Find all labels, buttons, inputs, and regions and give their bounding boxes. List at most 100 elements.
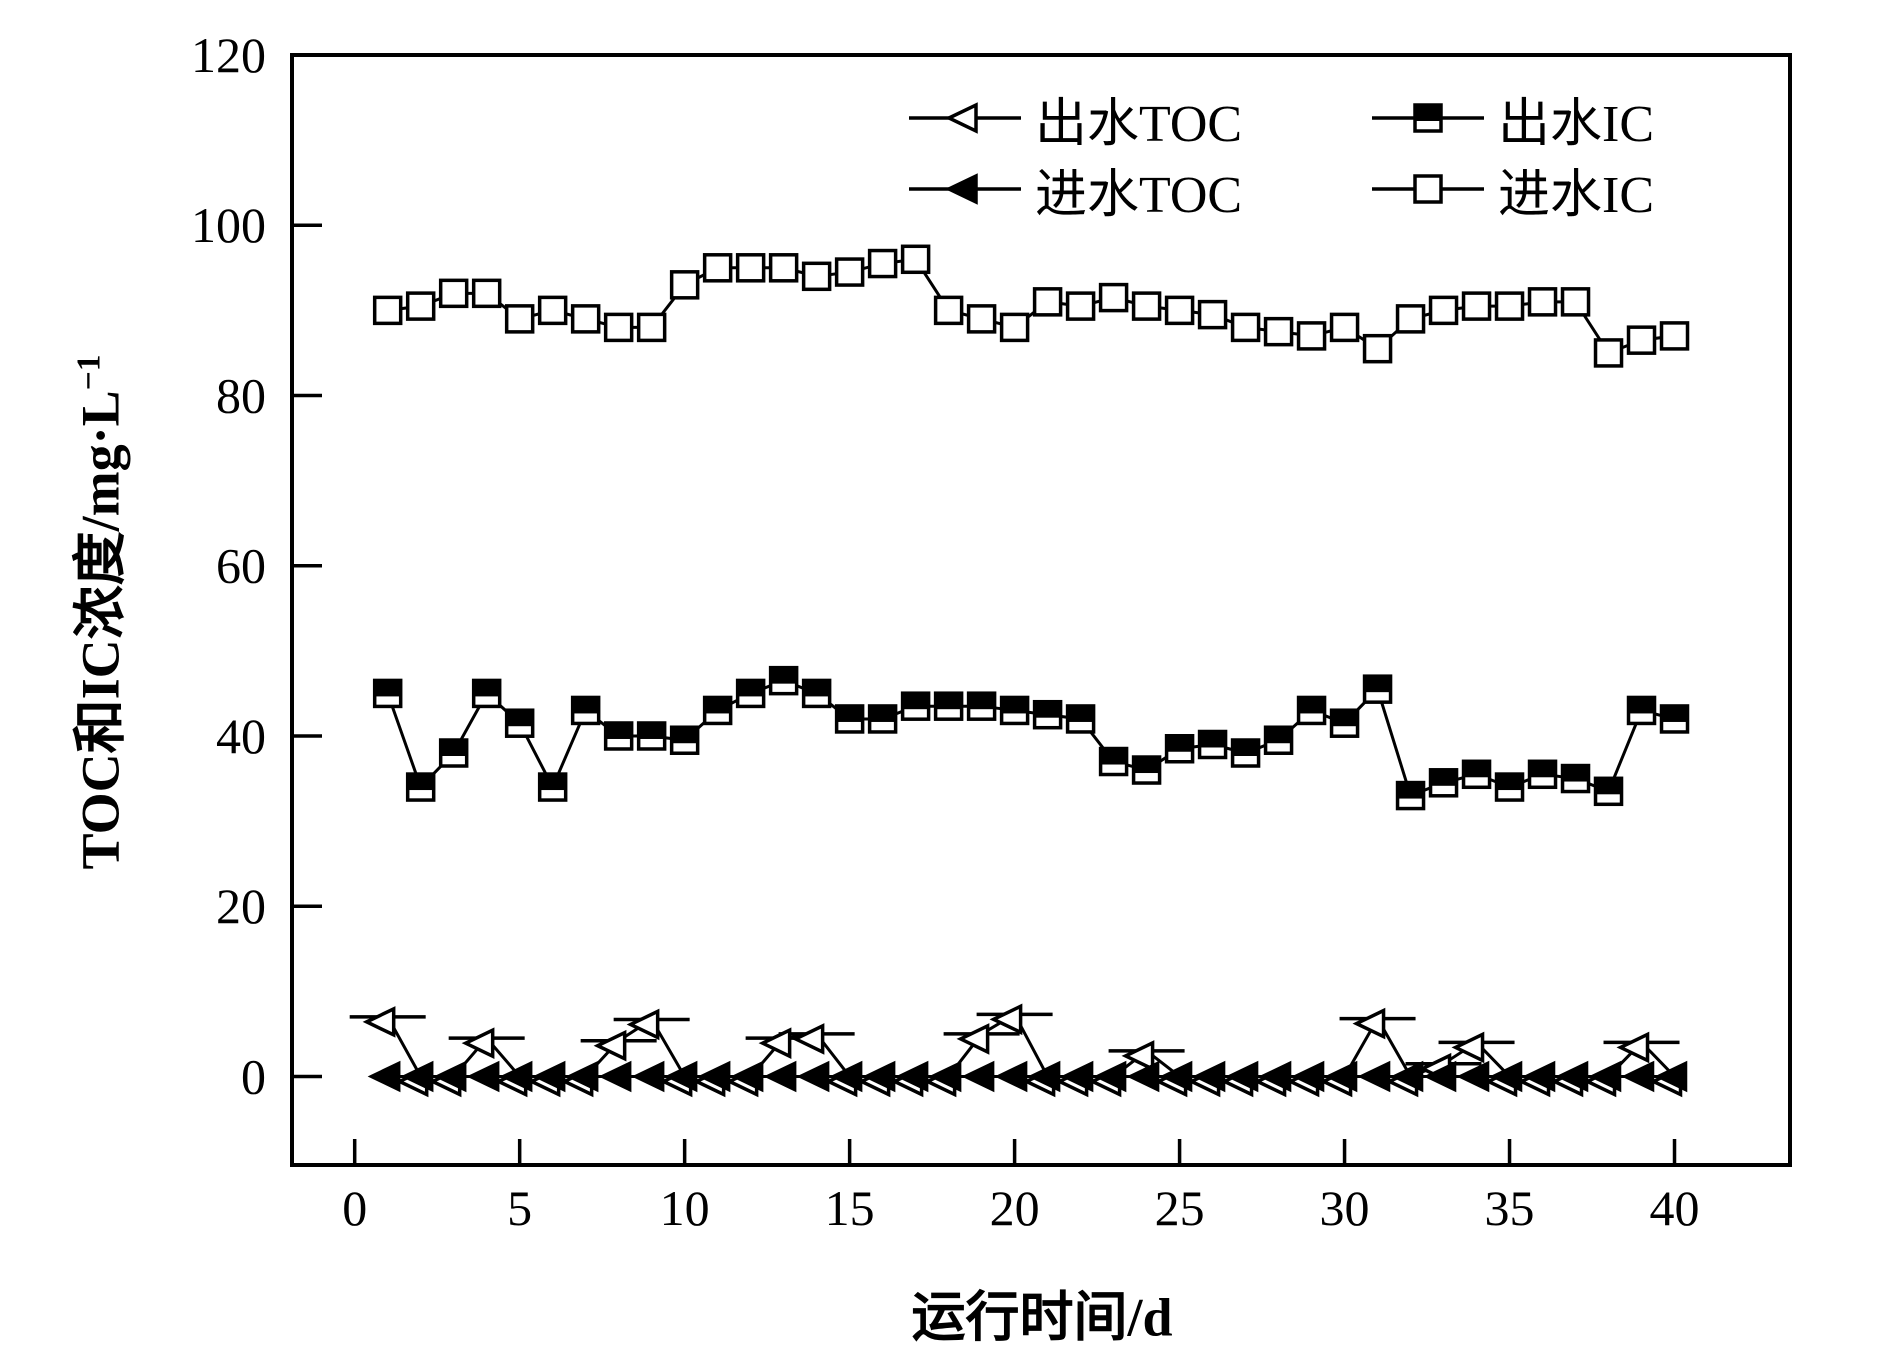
triangle-left-filled-marker [1357, 1060, 1391, 1093]
square-half-filled-marker-top [605, 722, 632, 739]
triangle-left-filled-marker [1027, 1060, 1061, 1093]
y-tick-label: 120 [191, 27, 266, 83]
square-open-marker [438, 278, 469, 309]
square-open-marker [999, 312, 1030, 343]
square-half-filled-marker-top [440, 740, 467, 757]
triangle-left-filled-marker [400, 1060, 434, 1093]
x-tick-label: 10 [660, 1180, 710, 1236]
square-open-marker [702, 253, 733, 283]
triangle-left-filled-marker [928, 1060, 962, 1093]
y-axis-title-superscript: −1 [70, 354, 108, 391]
triangle-left-filled-marker [961, 1060, 995, 1093]
series-effluent-ic [372, 665, 1690, 811]
square-half-filled-marker-top [539, 774, 566, 791]
legend-label-effluent-toc: 出水TOC [1035, 95, 1243, 153]
legend-marker-influent-ic [1372, 174, 1484, 204]
triangle-left-filled-marker [862, 1060, 896, 1093]
square-open-marker [1560, 287, 1591, 317]
square-open-marker [933, 295, 964, 326]
triangle-left-filled-marker [1225, 1060, 1259, 1093]
square-half-filled-marker-top [1199, 731, 1226, 748]
square-half-filled-marker-top [836, 705, 863, 722]
y-axis-title: TOC和IC浓度/mg·L−1 [56, 355, 135, 870]
y-tick-label: 80 [216, 367, 266, 423]
square-half-filled-marker-top [638, 722, 665, 739]
triangle-left-open-marker [956, 1023, 990, 1055]
triangle-left-filled-marker [1060, 1060, 1094, 1093]
triangle-left-open-marker [1352, 1007, 1386, 1040]
square-open-marker [1263, 316, 1294, 347]
triangle-left-open-marker [362, 1006, 396, 1038]
square-open-marker [1296, 321, 1327, 351]
triangle-left-open-marker [944, 102, 978, 134]
triangle-left-open-marker [1451, 1031, 1485, 1064]
square-half-filled-marker-top [1397, 782, 1424, 799]
square-half-filled-marker-top [374, 680, 401, 697]
square-half-filled-marker-top [1166, 735, 1193, 752]
square-half-filled-marker-top [1232, 740, 1259, 757]
legend-label-effluent-ic: 出水IC [1498, 95, 1655, 153]
triangle-left-filled-marker [1621, 1060, 1655, 1093]
square-half-filled-marker-top [1661, 705, 1688, 722]
square-open-marker [504, 304, 535, 334]
square-half-filled-marker-top [1067, 705, 1094, 722]
series-line-influent-ic [387, 257, 1675, 355]
triangle-left-filled-marker [1126, 1060, 1160, 1093]
square-half-filled-marker-top [1529, 761, 1556, 778]
legend-item-effluent-ic: 出水IC [1368, 83, 1654, 153]
square-open-marker [1428, 295, 1459, 326]
legend-marker-effluent-toc [909, 102, 1021, 134]
triangle-left-filled-marker [1390, 1060, 1424, 1093]
x-tick-label: 25 [1155, 1180, 1205, 1236]
square-half-filled-marker-top [506, 710, 533, 727]
square-open-marker [603, 312, 634, 343]
square-half-filled-marker-top [1430, 769, 1457, 786]
square-open-marker [1164, 295, 1195, 326]
triangle-left-filled-marker [1555, 1060, 1589, 1093]
square-half-filled-marker-top [1298, 697, 1325, 714]
y-axis: 0 20 40 60 80 100 120 [191, 27, 322, 1104]
triangle-left-filled-marker [829, 1060, 863, 1093]
square-open-marker [735, 253, 766, 283]
square-open-marker [1230, 312, 1261, 343]
square-open-marker [669, 270, 700, 300]
y-tick-label: 20 [216, 878, 266, 934]
triangle-left-filled-marker [1654, 1060, 1688, 1093]
legend-label-influent-toc: 进水TOC [1035, 166, 1243, 224]
square-open-marker [1494, 291, 1525, 321]
square-half-filled-marker-top [1415, 105, 1441, 121]
square-open-marker [1527, 287, 1558, 317]
square-half-filled-marker-top [572, 697, 599, 714]
x-tick-label: 20 [990, 1180, 1040, 1236]
triangle-left-filled-marker [944, 173, 978, 205]
triangle-left-filled-marker [1159, 1060, 1193, 1093]
square-open-marker [801, 261, 832, 292]
triangle-left-filled-marker [598, 1060, 632, 1093]
triangle-left-filled-marker [1192, 1060, 1226, 1093]
square-open-marker [900, 244, 931, 275]
square-open-marker [1197, 299, 1228, 330]
square-open-marker [1461, 291, 1492, 321]
x-tick-label: 15 [825, 1180, 875, 1236]
square-half-filled-marker-top [1496, 774, 1523, 791]
legend-item-effluent-toc: 出水TOC [905, 83, 1242, 153]
triangle-left-filled-marker [1258, 1060, 1292, 1093]
triangle-left-filled-marker [1456, 1060, 1490, 1093]
square-half-filled-marker-top [1562, 765, 1589, 782]
triangle-left-open-marker [1616, 1031, 1650, 1064]
triangle-left-filled-marker [895, 1060, 929, 1093]
triangle-left-open-marker [989, 1003, 1023, 1036]
square-half-filled-marker-top [1331, 710, 1358, 727]
triangle-left-filled-marker [433, 1060, 467, 1093]
plot-frame [290, 53, 1792, 1167]
triangle-left-filled-marker [532, 1060, 566, 1093]
triangle-left-open-marker [791, 1023, 825, 1055]
square-open-marker [768, 253, 799, 283]
triangle-left-filled-marker [499, 1060, 533, 1093]
triangle-left-open-marker [461, 1027, 495, 1059]
triangle-left-filled-marker [367, 1060, 401, 1093]
square-open-marker [1131, 291, 1162, 321]
legend-label-influent-ic: 进水IC [1498, 166, 1655, 224]
legend-item-influent-ic: 进水IC [1368, 154, 1654, 224]
